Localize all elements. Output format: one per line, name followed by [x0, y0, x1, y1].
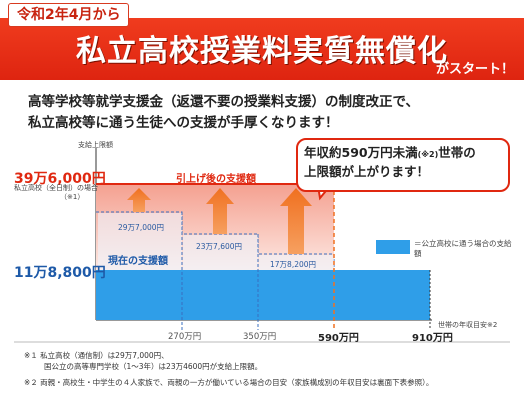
note-1b: 国公立の高等専門学校（1～3年）は23万4600円が支給上限額。	[44, 362, 263, 371]
callout-note: (※2)	[417, 150, 439, 159]
x-tick-350: 350万円	[243, 332, 277, 342]
callout-line1: 年収約590万円未満	[304, 145, 418, 160]
page-subtitle: がスタート！	[435, 62, 514, 77]
current-step-1	[98, 213, 182, 270]
x-tick-270: 270万円	[168, 332, 202, 342]
up-arrow-3	[280, 188, 312, 254]
legend-label: ＝公立高校に通う場合の支給額	[414, 239, 512, 258]
legend-swatch	[376, 240, 410, 254]
note-2: ※２ 両親・高校生・中学生の４人家族で、両親の一方が働いている場合の目安（家族構…	[24, 378, 434, 387]
max-value-note-ref: （※1）	[60, 193, 85, 201]
y-axis-title: 支給上限額	[78, 141, 113, 149]
amount-label-2: 23万7,600円	[196, 242, 243, 251]
lead-line-1: 高等学校等就学支援金（返還不要の授業料支援）の制度改正で、	[28, 94, 419, 110]
amount-label-3: 17万8,200円	[270, 260, 317, 269]
callout-line1-end: 世帯の	[438, 145, 476, 160]
callout-text: 年収約590万円未満(※2)世帯の 上限額が上がります！	[304, 144, 476, 180]
up-arrow-1	[127, 188, 151, 212]
max-value-label: 39万6,000円	[14, 171, 106, 187]
note-1a: ※１ 私立高校（通信制）は29万7,000円、	[24, 351, 169, 360]
callout-line2: 上限額が上がります！	[304, 164, 430, 179]
current-step-3	[259, 255, 334, 270]
after-raise-label: 引上げ後の支援額	[176, 174, 256, 185]
x-tick-590: 590万円	[318, 333, 359, 344]
max-value-note: 私立高校（全日制）の場合	[14, 184, 98, 192]
header-banner	[0, 18, 524, 80]
base-value-label: 11万8,800円	[14, 265, 106, 281]
current-step-2	[183, 235, 258, 270]
x-tick-910: 910万円	[412, 333, 453, 344]
callout-box	[296, 138, 510, 192]
public-school-area	[96, 270, 430, 320]
amount-label-1: 29万7,000円	[118, 223, 165, 232]
lead-line-2: 私立高校等に通う生徒への支援が手厚くなります！	[28, 115, 339, 131]
up-arrow-2	[206, 188, 234, 234]
current-support-label: 現在の支援額	[108, 256, 168, 267]
x-axis-title: 世帯の年収目安※2	[438, 321, 498, 329]
date-tag: 令和2年4月から	[8, 3, 130, 27]
page-title: 私立高校授業料実質無償化	[76, 34, 448, 69]
